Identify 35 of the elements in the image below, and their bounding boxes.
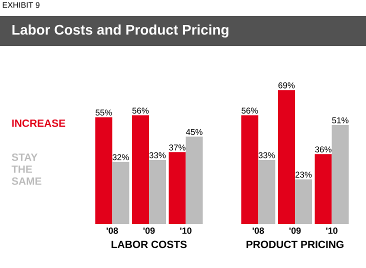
bar	[186, 136, 203, 224]
data-label: 56%	[132, 108, 149, 114]
data-label: 56%	[242, 108, 258, 114]
bar	[314, 154, 332, 224]
bar	[149, 160, 166, 224]
x-tick-label: '08	[106, 228, 118, 234]
data-label: 33%	[149, 152, 166, 158]
bar	[278, 90, 296, 224]
x-tick-label: '10	[180, 228, 192, 234]
data-label: 23%	[295, 172, 312, 178]
bar	[168, 152, 186, 224]
x-tick-label: '09	[289, 228, 301, 234]
x-tick-label: '08	[252, 228, 264, 234]
chart-title: Labor Costs and Product Pricing	[12, 24, 228, 38]
data-label: 51%	[332, 117, 348, 124]
text: INCREASE	[12, 120, 66, 127]
bar	[241, 115, 258, 224]
data-label: 32%	[112, 154, 129, 160]
x-axis-title: LABOR COSTS	[112, 240, 187, 248]
bar	[95, 117, 112, 224]
data-label: 36%	[315, 146, 332, 152]
bar	[295, 179, 312, 224]
bar	[132, 115, 149, 224]
data-label: 69%	[278, 82, 295, 88]
bar	[258, 160, 276, 224]
bar	[332, 125, 349, 224]
text: STAY THE SAME	[12, 154, 42, 185]
bar	[112, 162, 130, 224]
data-label: 55%	[96, 110, 112, 116]
data-label: 33%	[258, 152, 275, 158]
x-tick-label: '09	[143, 228, 155, 234]
data-label: 37%	[169, 144, 186, 150]
x-axis-title: PRODUCT PRICING	[246, 240, 344, 248]
data-label: 45%	[186, 129, 202, 135]
x-tick-label: '10	[326, 228, 338, 234]
